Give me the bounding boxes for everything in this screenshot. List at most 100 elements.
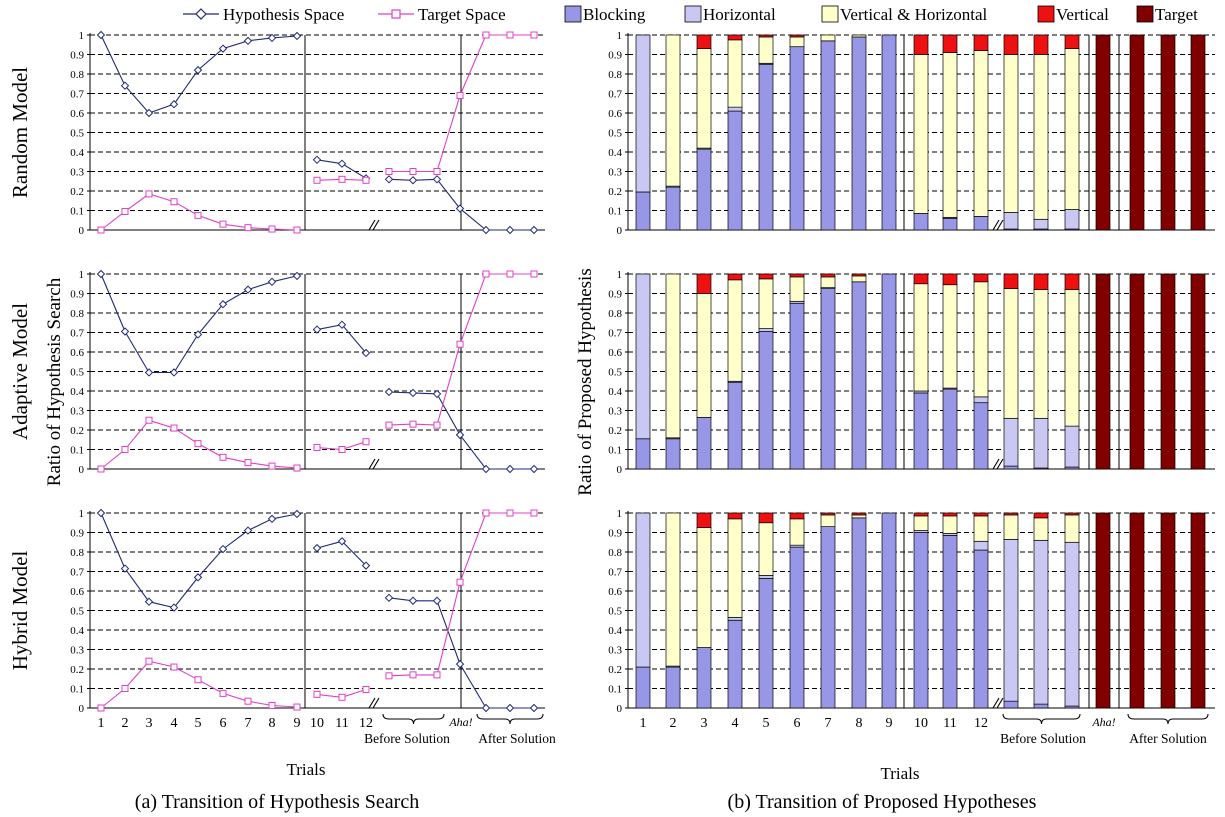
legend-item-vertical: Vertical [1037,5,1109,24]
chart-a-hybrid-model-series-target-space [97,509,538,712]
chart-a-adaptive-model-series-hypothesis-space-point [312,325,322,334]
chart-b-hybrid-model-bar-target [1160,512,1176,709]
chart-a-adaptive-model-series-hypothesis-space-point [144,368,154,377]
chart-b-adaptive-model-bar-target [1190,273,1206,470]
chart-b-random-model-bar-blocking [973,216,989,231]
chart-a-random-model-series-hypothesis-space-point [193,65,203,75]
chart-b-adaptive-model-bar-vertical [973,273,989,283]
chart-a-adaptive-model-ytick-label: 0.4 [70,386,84,398]
chart-b-hybrid-model-bar-vertical [758,512,774,524]
chart-a-xtick-label: 3 [146,716,153,731]
legend-item-horizontal: Horizontal [684,5,776,24]
chart-a-adaptive-model-series-target-space-point [219,453,227,461]
chart-b-adaptive-model-bar-blocking [881,273,897,470]
chart-b-random-model-bar-vertical [789,34,805,38]
chart-a-random-model-model-label: Random Model [8,67,32,198]
chart-b-adaptive-model-bar-horizontal [1064,425,1080,468]
chart-a-group-before-solution: Before Solution [364,731,450,746]
chart-b-hybrid-model-bar-vertical [727,512,743,520]
chart-b-adaptive-model-ytick-label: 0.4 [608,386,622,398]
chart-b-random-model-bar-horizontal [1064,209,1080,230]
chart-b-random-model-bar-vertical-horizontal [696,48,712,149]
chart-a-hybrid-model-series-target-space-point [506,509,514,517]
chart-a-adaptive-model-series-target-space-point [338,446,346,453]
chart-b-adaptive-model-bar-vertical-horizontal [913,283,929,392]
chart-b-adaptive-model-bar-blocking [696,416,712,470]
chart-a-random-model-series-target-space-point [194,211,202,219]
chart-b-hybrid-model-bar-horizontal [1064,541,1080,707]
chart-a-hybrid-model-ytick-label: 0 [79,703,85,715]
chart-a-adaptive-model-series-hypothesis-space-point [481,464,491,474]
chart-a-adaptive-model-series-target-space-point [121,446,129,453]
legend-swatch-horizontal [684,5,702,23]
chart-b-adaptive-model-bar-vertical [727,273,743,281]
chart-a-group-after-solution: After Solution [478,731,556,746]
legend-label-blocking: Blocking [583,5,646,24]
chart-a-adaptive-model-series-hypothesis-space [96,269,539,474]
chart-b-aha-label: Aha! [1091,715,1115,729]
chart-b-group-after-solution: After Solution [1129,731,1207,746]
legend-swatch-vertical-horizontal [821,5,839,23]
chart-a-random-model-ytick-label: 0.7 [70,89,84,101]
chart-b-random-model-bar-target [1160,34,1176,231]
chart-a-adaptive-model-series-hypothesis-space-point [408,388,418,398]
chart-b-adaptive-model-bar-horizontal [973,396,989,404]
chart-a-brace-before-solution [382,713,445,725]
chart-a-adaptive-model-series-hypothesis-space-point [455,430,465,440]
chart-a-adaptive-model-series-hypothesis-space-point [384,387,394,397]
chart-a-random-model-series-target-space-point [121,207,129,215]
chart-b-adaptive-model-bar-vertical-horizontal [820,276,836,288]
chart-a-hybrid-model-series-target-space-point [409,671,417,679]
chart-b-xtick-label: 8 [856,716,863,731]
chart-a-adaptive-model-series-hypothesis-space-point [193,330,203,339]
chart-a-random-model-series-hypothesis-space-point [529,225,539,235]
chart-a-adaptive-model-series-hypothesis-space-point [120,327,130,336]
chart-b-hybrid-model-ytick-label: 0.5 [608,606,622,618]
chart-b-random-model-bar-horizontal [635,34,651,193]
chart-b-adaptive-model-ytick-label: 0.8 [608,308,622,320]
chart-a-hybrid-model-gridlines [90,512,545,689]
chart-b-adaptive-model-bar-blocking [820,288,836,470]
legend-label-target: Target [1155,5,1198,24]
chart-a-adaptive-model-series-hypothesis-space-point [337,320,347,329]
chart-b-hybrid-model-bar-vertical-horizontal [789,518,805,546]
chart-a-random-model-series-hypothesis-space-point [96,30,106,40]
chart-a-random-model-series-hypothesis-space-point [218,44,228,53]
chart-a-random-model-ytick-label: 0.6 [70,108,84,120]
chart-a-adaptive-model-ytick-label: 0.1 [70,445,84,457]
chart-b-hybrid-model-bar-vertical [942,512,958,517]
chart-a-adaptive-model-ytick-label: 0.6 [70,347,84,359]
legend-item-target-space: Target Space [378,5,506,24]
chart-b-adaptive-model-bar-vertical-horizontal [696,293,712,418]
chart-a-hybrid-model-series-hypothesis-space-point [361,561,371,570]
chart-a-random-model-series-target-space-point [268,225,276,233]
legend-label-vertical-horizontal: Vertical & Horizontal [840,5,988,24]
chart-a-random-model-ytick-label: 0.3 [70,167,84,179]
chart-b-random-model-bar-vertical [973,34,989,51]
chart-a-hybrid-model-ytick-label: 0.5 [70,606,84,618]
chart-a-adaptive-model: 0 0.1 0.2 0.3 0.4 0.5 0.6 0.7 0.8 0.9 1 Adaptive Mo… [8,269,545,476]
chart-a-hybrid-model-series-hypothesis-space-point [481,703,491,713]
chart-a-random-model-series-hypothesis-space-point [267,33,277,43]
chart-a-random-model-ytick-label: 0.4 [70,147,84,159]
chart-a-random-model-series-target-space-point [506,31,514,39]
chart-b-random-model-bar-vertical-horizontal [789,36,805,48]
chart-b-adaptive-model-ytick-label: 0.3 [608,406,622,418]
chart-b-hybrid-model-bar-vertical-horizontal [851,514,867,519]
chart-b-adaptive-model-bar-vertical-horizontal [727,279,743,382]
chart-b-hybrid-model-bar-blocking [758,577,774,709]
chart-b-hybrid-model-bar-vertical-horizontal [727,518,743,618]
chart-b-adaptive-model-ytick-label: 0 [617,464,623,476]
chart-a-adaptive-model-series-target-space-point [97,465,105,473]
chart-a-hypothesis-search: 0 0.1 0.2 0.3 0.4 0.5 0.6 0.7 0.8 0.9 1 Random Mode… [8,30,556,746]
chart-a-hybrid-model-series-hypothesis-space-point [337,537,347,546]
chart-a-random-model-series-hypothesis-space-point [243,36,253,46]
chart-a-random-model-series-hypothesis-space-point [292,31,302,41]
chart-b-adaptive-model-bar-target [1129,273,1145,470]
chart-b-random-model-bar-blocking [758,63,774,231]
chart-b-hybrid-model-ytick-label: 0 [617,703,623,715]
chart-a-xtick-label: 1 [98,716,105,731]
chart-a-adaptive-model-series-hypothesis-space-line [316,324,367,354]
chart-b-adaptive-model-bar-horizontal [1003,417,1019,467]
caption-b: (b) Transition of Proposed Hypotheses [728,791,1037,813]
